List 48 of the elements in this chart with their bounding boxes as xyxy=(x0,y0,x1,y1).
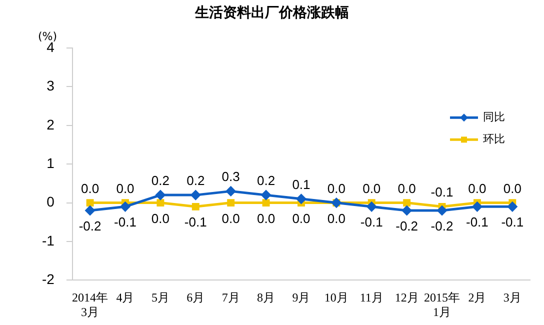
y-tick-label: -2 xyxy=(42,271,55,288)
x-tick-label: 12月 xyxy=(394,290,419,305)
data-label: -0.1 xyxy=(114,214,136,230)
data-label: 0.0 xyxy=(362,180,381,196)
data-label: -0.1 xyxy=(466,214,488,230)
y-tick-label: 2 xyxy=(46,116,55,132)
legend-label: 同比 xyxy=(483,110,505,124)
x-tick-label: 2月 xyxy=(468,290,486,305)
data-label: 0.0 xyxy=(81,180,100,196)
x-tick-label: 7月 xyxy=(222,290,240,305)
legend-label: 环比 xyxy=(483,132,505,146)
data-label: 0.0 xyxy=(327,180,346,196)
y-tick-label: 0 xyxy=(46,194,55,210)
data-label: 0.0 xyxy=(116,180,134,196)
data-label: 0.0 xyxy=(222,210,240,226)
x-tick-label: 8月 xyxy=(257,290,276,305)
data-label: -0.1 xyxy=(430,184,454,200)
data-label: 0.2 xyxy=(186,173,205,188)
x-tick-label: 3月 xyxy=(503,290,522,305)
y-tick-label: -1 xyxy=(42,232,55,248)
data-label: 0.0 xyxy=(468,180,486,196)
x-tick-label: 2014年 3月 xyxy=(72,290,108,319)
x-tick-label: 5月 xyxy=(151,290,170,305)
data-label: -0.2 xyxy=(430,218,454,234)
data-label: -0.1 xyxy=(184,214,207,230)
y-tick-label: 3 xyxy=(46,78,55,94)
x-tick-label: 4月 xyxy=(116,290,134,305)
x-tick-label: 6月 xyxy=(186,290,205,305)
x-tick-label: 11月 xyxy=(360,290,384,305)
data-label: 0.1 xyxy=(292,176,310,192)
y-tick-label: 1 xyxy=(46,154,55,171)
data-label: 0.0 xyxy=(503,180,522,196)
data-label: -0.2 xyxy=(78,218,102,234)
data-label: 0.0 xyxy=(398,180,416,196)
data-label: -0.1 xyxy=(501,214,524,230)
chart-title: 生活资料出厂价格涨跌幅 xyxy=(194,4,350,22)
data-label: 0.2 xyxy=(151,173,170,188)
x-tick-label: 2015年 1月 xyxy=(424,290,460,319)
data-label: -0.1 xyxy=(360,214,383,230)
data-label: 0.0 xyxy=(256,210,276,226)
data-label: 0.3 xyxy=(222,169,240,184)
x-tick-label: 10月 xyxy=(324,290,348,305)
data-label: -0.2 xyxy=(396,218,418,234)
data-label: 0.0 xyxy=(327,210,346,226)
x-tick-label: 9月 xyxy=(292,290,310,305)
data-label: 0.0 xyxy=(292,210,310,226)
data-label: 0.2 xyxy=(256,173,276,188)
data-label: 0.0 xyxy=(151,210,170,226)
